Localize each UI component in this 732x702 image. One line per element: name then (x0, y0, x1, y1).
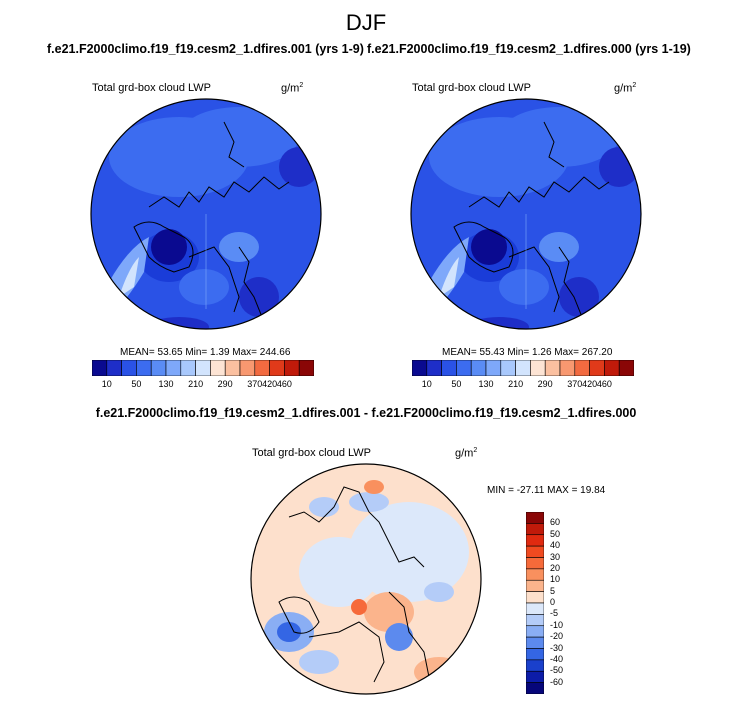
colorbar-label: 420 (262, 379, 278, 389)
colorbar-swatch (526, 670, 544, 683)
colorbar-label: 60 (550, 517, 561, 528)
colorbar-swatch (150, 360, 167, 376)
colorbar-swatch (526, 614, 544, 627)
colorbar-label: 460 (596, 379, 612, 389)
run-title-right: f.e21.F2000climo.f19_f19.cesm2_1.dfires.… (367, 42, 691, 56)
colorbar-swatch (500, 360, 516, 376)
colorbar-swatch (526, 682, 544, 694)
colorbar-swatch (210, 360, 226, 376)
colorbar-swatch (589, 360, 605, 376)
season-title: DJF (345, 10, 387, 35)
colorbar-swatch (530, 360, 546, 376)
colorbar-label: 420 (582, 379, 598, 389)
colorbar-swatch (224, 360, 241, 376)
colorbar-label: -10 (550, 619, 564, 630)
stats-left: MEAN= 53.65 Min= 1.39 Max= 244.66 (120, 347, 291, 358)
colorbar-right (412, 360, 634, 376)
colorbar-label: 10 (101, 379, 112, 389)
colorbar-label: 370 (247, 379, 263, 389)
colorbar-difference-labels: 60 50 40 30 20 10 5 0 -5 -10 -20 -30 -40 -50 -60 (550, 512, 590, 694)
colorbar-swatch (526, 534, 544, 547)
colorbar-swatch (526, 545, 544, 558)
colorbar-swatch (106, 360, 122, 376)
colorbar-swatch (165, 360, 182, 376)
colorbar-swatch (239, 360, 256, 376)
variable-label-right: Total grd-box cloud LWP (412, 82, 532, 94)
colorbar-swatch (526, 625, 544, 638)
colorbar-label: 40 (550, 540, 561, 551)
colorbar-label: 20 (550, 562, 561, 573)
colorbar-label: 50 (550, 528, 561, 539)
colorbar-swatch (284, 360, 300, 376)
colorbar-swatch (526, 602, 544, 615)
colorbar-label: 30 (550, 551, 561, 562)
colorbar-label: 50 (451, 379, 462, 389)
colorbar-swatch (485, 360, 502, 376)
colorbar-swatch (526, 568, 544, 581)
colorbar-label: 0 (550, 597, 556, 607)
colorbar-label: -50 (550, 665, 564, 676)
colorbar-swatch (559, 360, 576, 376)
colorbar-label: 5 (550, 585, 556, 596)
polar-map-left (90, 98, 322, 330)
colorbar-swatch (254, 360, 270, 376)
colorbar-label: 290 (537, 379, 553, 389)
colorbar-swatch (526, 523, 544, 536)
difference-title: f.e21.F2000climo.f19_f19.cesm2_1.dfires.… (95, 406, 637, 420)
colorbar-left-labels: 10 50 130 210 290 370 420 460 (92, 379, 314, 391)
colorbar-right-labels: 10 50 130 210 290 370 420 460 (412, 379, 634, 391)
colorbar-swatch (470, 360, 487, 376)
colorbar-label: 210 (508, 379, 524, 389)
colorbar-swatch (574, 360, 590, 376)
colorbar-swatch (136, 360, 152, 376)
polar-map-difference (250, 463, 482, 695)
colorbar-left (92, 360, 314, 376)
colorbar-swatch (618, 360, 634, 376)
colorbar-label: -30 (550, 642, 564, 653)
colorbar-swatch (269, 360, 285, 376)
variable-label-left: Total grd-box cloud LWP (92, 82, 212, 94)
colorbar-label: 130 (158, 379, 174, 389)
colorbar-swatch (195, 360, 211, 376)
colorbar-swatch (526, 557, 544, 570)
colorbar-label: 10 (550, 574, 561, 585)
colorbar-swatch (121, 360, 137, 376)
variable-label-diff: Total grd-box cloud LWP (252, 447, 372, 459)
colorbar-difference (526, 512, 544, 694)
stats-difference: MIN = -27.11 MAX = 19.84 (487, 485, 606, 496)
polar-map-right (410, 98, 642, 330)
colorbar-swatch (515, 360, 531, 376)
colorbar-swatch (92, 360, 108, 376)
colorbar-label: -5 (550, 608, 559, 619)
colorbar-label: 130 (478, 379, 494, 389)
colorbar-swatch (526, 636, 544, 649)
colorbar-swatch (544, 360, 561, 376)
colorbar-label: 210 (188, 379, 204, 389)
colorbar-label: 370 (567, 379, 583, 389)
units-label-diff: g/m2 (455, 447, 478, 460)
colorbar-swatch (426, 360, 442, 376)
units-label-left: g/m2 (281, 82, 304, 95)
colorbar-label: 290 (217, 379, 233, 389)
colorbar-swatch (604, 360, 620, 376)
colorbar-label: -40 (550, 653, 564, 664)
stats-right: MEAN= 55.43 Min= 1.26 Max= 267.20 (442, 347, 613, 358)
colorbar-swatch (526, 579, 544, 592)
colorbar-swatch (441, 360, 457, 376)
colorbar-label: -20 (550, 631, 564, 642)
run-title-left: f.e21.F2000climo.f19_f19.cesm2_1.dfires.… (47, 42, 364, 56)
colorbar-label: 10 (421, 379, 432, 389)
colorbar-swatch (456, 360, 472, 376)
colorbar-swatch (526, 659, 544, 672)
colorbar-swatch (526, 512, 544, 524)
colorbar-swatch (412, 360, 428, 376)
colorbar-swatch (526, 648, 544, 661)
colorbar-swatch (526, 591, 544, 604)
colorbar-label: -60 (550, 676, 564, 687)
colorbar-swatch (298, 360, 314, 376)
colorbar-label: 50 (131, 379, 142, 389)
units-label-right: g/m2 (614, 82, 637, 95)
colorbar-label: 460 (276, 379, 292, 389)
colorbar-swatch (180, 360, 196, 376)
